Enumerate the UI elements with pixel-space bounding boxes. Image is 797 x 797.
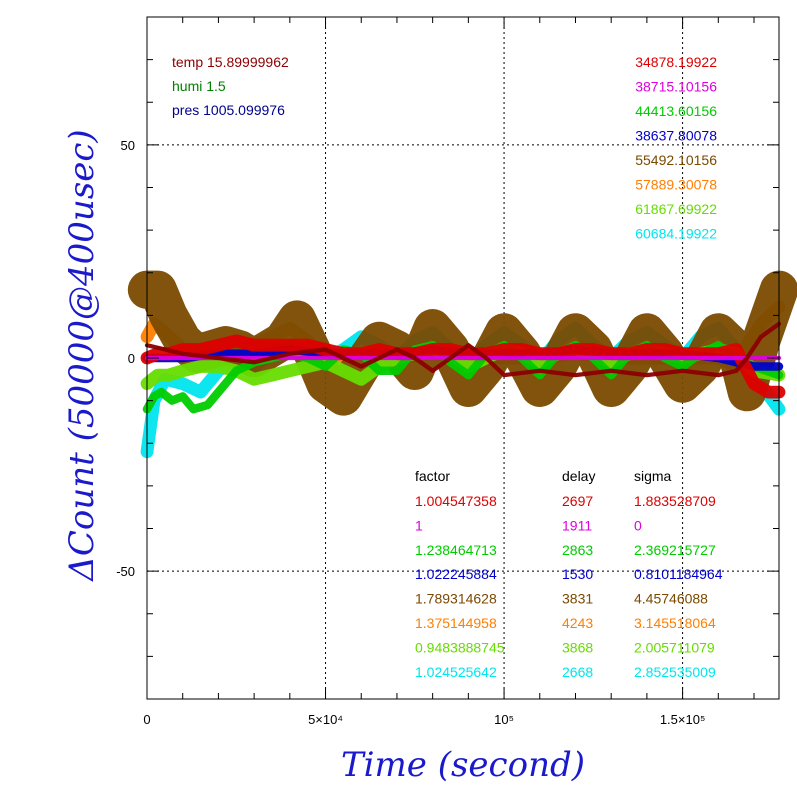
table-cell: 0.8101184964 xyxy=(634,566,723,582)
table-cell: 1.004547358 xyxy=(415,493,497,509)
x-tick-label: 10⁵ xyxy=(494,712,514,727)
right-value-label: 55492.10156 xyxy=(635,152,717,168)
table-header: sigma xyxy=(634,468,672,484)
y-tick-label: -50 xyxy=(116,564,135,579)
right-value-label: 38637.80078 xyxy=(635,128,717,144)
table-cell: 0.9483888745 xyxy=(415,639,505,655)
y-tick-label: 50 xyxy=(121,138,135,153)
table-header: factor xyxy=(415,468,450,484)
series-lines xyxy=(127,270,797,459)
environment-label: humi 1.5 xyxy=(172,78,226,94)
table-cell: 0 xyxy=(634,517,642,533)
table-cell: 4243 xyxy=(562,615,593,631)
x-tick-label: 5×10⁴ xyxy=(308,712,343,727)
right-value-label: 60684.19922 xyxy=(635,226,717,242)
table-cell: 2.369215727 xyxy=(634,542,716,558)
table-cell: 3831 xyxy=(562,591,593,607)
y-tick-label: 0 xyxy=(128,351,135,366)
table-cell: 1.883528709 xyxy=(634,493,716,509)
table-cell: 2863 xyxy=(562,542,593,558)
table-cell: 2697 xyxy=(562,493,593,509)
table-cell: 1911 xyxy=(562,517,592,533)
table-cell: 1530 xyxy=(562,566,593,582)
table-cell: 3868 xyxy=(562,639,593,655)
right-value-label: 44413.60156 xyxy=(635,103,717,119)
table-cell: 1.238464713 xyxy=(415,542,497,558)
table-cell: 2.852535009 xyxy=(634,664,716,680)
table-cell: 1.789314628 xyxy=(415,591,497,607)
table-cell: 4.45746088 xyxy=(634,591,708,607)
right-value-label: 57889.30078 xyxy=(635,177,717,193)
series-line xyxy=(144,321,782,378)
x-axis-label: Time (second) xyxy=(341,745,585,785)
environment-label: temp 15.89999962 xyxy=(172,54,289,70)
environment-label: pres 1005.099976 xyxy=(172,102,285,118)
annotations: temp 15.89999962 humi 1.5 pres 1005.099976… xyxy=(172,54,723,680)
table-cell: 1.375144958 xyxy=(415,615,497,631)
table-cell: 2668 xyxy=(562,664,593,680)
table-header: delay xyxy=(562,468,595,484)
right-value-label: 38715.10156 xyxy=(635,79,717,95)
axis-ticks xyxy=(146,16,779,700)
table-cell: 1 xyxy=(415,517,423,533)
table-cell: 3.145518064 xyxy=(634,615,716,631)
right-value-label: 34878.19922 xyxy=(635,54,717,70)
right-value-label: 61867.69922 xyxy=(635,201,717,217)
table-cell: 2.005711079 xyxy=(634,639,715,655)
table-cell: 1.024525642 xyxy=(415,664,497,680)
x-tick-label: 0 xyxy=(143,712,150,727)
table-cell: 1.022245884 xyxy=(415,566,497,582)
tick-labels: 0 5×10⁴ 10⁵ 1.5×10⁵ 50 0 -50 xyxy=(116,138,705,727)
x-tick-label: 1.5×10⁵ xyxy=(660,712,706,727)
y-axis-label: ΔCount (50000@400usec) xyxy=(62,129,102,582)
